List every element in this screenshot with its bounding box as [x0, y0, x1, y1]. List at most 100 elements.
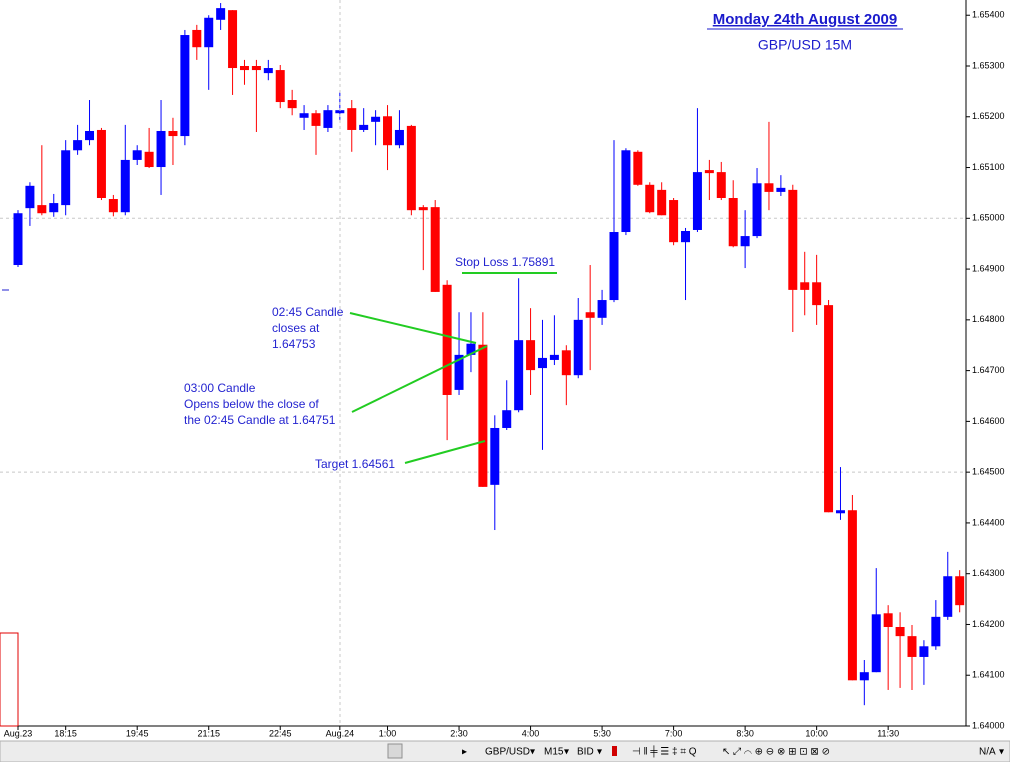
symbol-select[interactable]: GBP/USD: [485, 747, 530, 758]
annotation: the 02:45 Candle at 1.64751: [184, 413, 336, 427]
candle-body: [466, 343, 476, 355]
candle-body: [514, 340, 524, 411]
candle-body: [311, 113, 321, 126]
candle-body: [871, 614, 881, 673]
candle-body: [442, 284, 452, 395]
x-tick-label: 22:45: [269, 728, 292, 738]
candle-body: [716, 172, 726, 198]
candle-body: [383, 116, 393, 146]
annotation: Target 1.64561: [315, 457, 395, 471]
y-tick-label: 1.65400: [972, 10, 1005, 20]
candle-body: [585, 312, 595, 318]
timeframe-select[interactable]: M15: [544, 747, 564, 758]
candle-body: [943, 576, 953, 617]
candle-body: [621, 150, 631, 233]
dropdown-arrow[interactable]: ▾: [530, 747, 535, 758]
candle-body: [96, 129, 106, 198]
candle-body: [728, 198, 738, 247]
candle-body: [704, 170, 714, 174]
annotation-line: [404, 440, 486, 464]
candle-body: [490, 427, 500, 485]
candle-body: [406, 125, 416, 211]
candle-body: [263, 68, 273, 74]
candle-body: [812, 282, 822, 306]
candle-body: [502, 410, 512, 428]
candle-body: [418, 207, 428, 211]
candle-body: [800, 282, 810, 290]
candle-body: [752, 183, 762, 237]
candle-body: [657, 189, 667, 216]
dropdown-arrow[interactable]: ▾: [999, 747, 1004, 758]
candle-body: [251, 66, 261, 71]
scroll-arrow[interactable]: ▸: [462, 747, 467, 758]
x-tick-label: 4:00: [522, 728, 540, 738]
candle-body: [25, 185, 35, 209]
y-tick-label: 1.64000: [972, 720, 1005, 730]
candle-body: [645, 184, 655, 213]
candle-body: [597, 300, 607, 318]
candle-body: [394, 129, 404, 146]
annotation-line: [351, 345, 488, 413]
annotation: 1.64753: [272, 337, 316, 351]
chart-subtitle: GBP/USD 15M: [758, 37, 852, 53]
candle-body: [120, 159, 130, 213]
x-tick-label: Aug.24: [326, 728, 355, 738]
candle-body: [156, 130, 166, 168]
candle-body: [955, 576, 965, 606]
candle-body: [573, 319, 583, 376]
candle-body: [788, 189, 798, 290]
y-tick-label: 1.64200: [972, 619, 1005, 629]
tool-icons[interactable]: ⊣ ‖ ╪ ☰ ‡ ⌗ Q: [632, 745, 697, 759]
quote-select[interactable]: BID: [577, 747, 594, 758]
candle-body: [776, 187, 786, 192]
candle-body: [526, 340, 536, 371]
y-tick-label: 1.65100: [972, 162, 1005, 172]
candle-body: [764, 183, 774, 192]
toolbar-bg: [0, 740, 1010, 762]
candle-body: [561, 350, 571, 376]
y-tick-label: 1.64900: [972, 263, 1005, 273]
candle-body: [347, 108, 357, 130]
x-tick-label: 7:00: [665, 728, 683, 738]
y-tick-label: 1.64100: [972, 670, 1005, 680]
candle-body: [299, 113, 309, 118]
annotation-line: [349, 312, 477, 344]
x-tick-label: 8:30: [736, 728, 754, 738]
scroll-thumb[interactable]: [387, 743, 403, 759]
candle-body: [931, 616, 941, 647]
annotation: Opens below the close of: [184, 397, 319, 411]
dropdown-arrow[interactable]: ▾: [564, 747, 569, 758]
tool-icons[interactable]: ↖ ⤢ ⌒ ⊕ ⊖ ⊗ ⊞ ⊡ ⊠ ⊘: [722, 747, 830, 758]
candle-body: [61, 150, 71, 206]
candle-body: [168, 130, 178, 137]
candle-body: [549, 354, 559, 360]
y-tick-label: 1.65000: [972, 213, 1005, 223]
dropdown-arrow[interactable]: ▾: [597, 747, 602, 758]
candle-body: [216, 8, 226, 20]
candle-body: [454, 354, 464, 390]
annotation: 03:00 Candle: [184, 381, 256, 395]
y-tick-label: 1.65200: [972, 111, 1005, 121]
candle-body: [883, 613, 893, 627]
candle-body: [13, 213, 23, 266]
candle-body: [132, 150, 142, 160]
y-tick-label: 1.64300: [972, 568, 1005, 578]
x-tick-label: 11:30: [877, 728, 899, 738]
candle-body: [73, 140, 83, 151]
candle-body: [907, 636, 917, 657]
candle-body: [430, 207, 440, 292]
y-tick-label: 1.65300: [972, 60, 1005, 70]
candle-body: [359, 124, 369, 130]
chart-title: Monday 24th August 2009: [713, 11, 897, 28]
plot-area: [0, 3, 966, 706]
y-tick-label: 1.64400: [972, 517, 1005, 527]
candle-body: [192, 29, 202, 48]
status[interactable]: N/A: [979, 747, 996, 758]
candle-body: [824, 305, 834, 513]
candle-body: [919, 646, 929, 657]
candle-body: [478, 344, 488, 487]
chart-type-icon[interactable]: [612, 746, 617, 756]
candle-body: [371, 116, 381, 122]
x-tick-label: Aug.23: [4, 728, 33, 738]
